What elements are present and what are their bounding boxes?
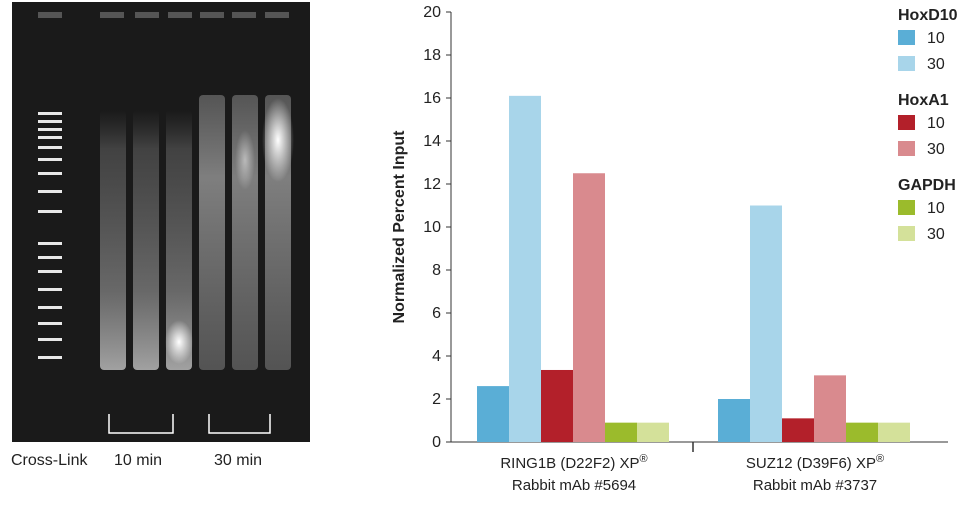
legend-entry-label: 10 xyxy=(927,115,945,132)
lane-brackets xyxy=(108,414,271,434)
legend-swatch xyxy=(898,226,915,241)
legend-swatch xyxy=(898,30,915,45)
legend-title-hoxd10: HoxD10 xyxy=(898,7,958,24)
category-label-line2: Rabbit mAb #3737 xyxy=(753,477,877,494)
bar-hoxa1-30-cat2 xyxy=(814,375,846,442)
legend-entry-label: 30 xyxy=(927,226,945,243)
bar-hoxd10-30-cat1 xyxy=(509,95,541,442)
gel-background xyxy=(12,2,310,442)
bar-chart: 0 2 4 6 8 10 12 14 16 18 20 Normalized Percent Inpu… xyxy=(391,4,958,494)
y-tick-label: 12 xyxy=(423,176,441,193)
y-axis-label: Normalized Percent Input xyxy=(391,130,408,324)
category-label-line1: RING1B (D22F2) XP® xyxy=(500,453,647,472)
legend-entry-label: 10 xyxy=(927,30,945,47)
y-tick-label: 6 xyxy=(432,305,441,322)
legend-swatch xyxy=(898,115,915,130)
legend-swatch xyxy=(898,56,915,71)
bar-hoxa1-10-cat1 xyxy=(541,369,573,442)
bar-hoxa1-30-cat1 xyxy=(573,173,605,442)
bar-gapdh-10-cat2 xyxy=(846,422,878,442)
legend-entry-label: 30 xyxy=(927,141,945,158)
agarose-gel-image xyxy=(12,2,310,442)
legend-entry-label: 30 xyxy=(927,56,945,73)
y-tick-label: 14 xyxy=(423,133,441,150)
bar-hoxd10-30-cat2 xyxy=(750,205,782,442)
lane-label-10-min: 10 min xyxy=(114,452,163,469)
y-tick-label: 10 xyxy=(423,219,441,236)
legend-entry-label: 10 xyxy=(927,200,945,217)
category-label-line2: Rabbit mAb #5694 xyxy=(512,477,636,494)
dna-ladder xyxy=(38,112,62,359)
y-tick-label: 20 xyxy=(423,4,441,21)
cross-link-label: Cross-Link xyxy=(11,452,88,469)
bar-hoxa1-10-cat2 xyxy=(782,418,814,442)
bar-gapdh-10-cat1 xyxy=(605,422,637,442)
legend-swatch xyxy=(898,200,915,215)
legend-title-gapdh: GAPDH xyxy=(898,177,956,194)
bar-gapdh-30-cat1 xyxy=(637,422,669,442)
y-tick-label: 2 xyxy=(432,391,441,408)
category-label-line1: SUZ12 (D39F6) XP® xyxy=(746,453,884,472)
lane-label-30-min: 30 min xyxy=(214,452,263,469)
legend-swatch xyxy=(898,141,915,156)
y-tick-label: 16 xyxy=(423,90,441,107)
bar-gapdh-30-cat2 xyxy=(878,422,910,442)
y-tick-label: 8 xyxy=(432,262,441,279)
y-tick-label: 0 xyxy=(432,434,441,451)
y-tick-label: 18 xyxy=(423,47,441,64)
y-tick-label: 4 xyxy=(432,348,441,365)
legend-title-hoxa1: HoxA1 xyxy=(898,92,949,109)
bar-hoxd10-10-cat2 xyxy=(718,399,750,442)
bar-hoxd10-10-cat1 xyxy=(477,386,509,442)
